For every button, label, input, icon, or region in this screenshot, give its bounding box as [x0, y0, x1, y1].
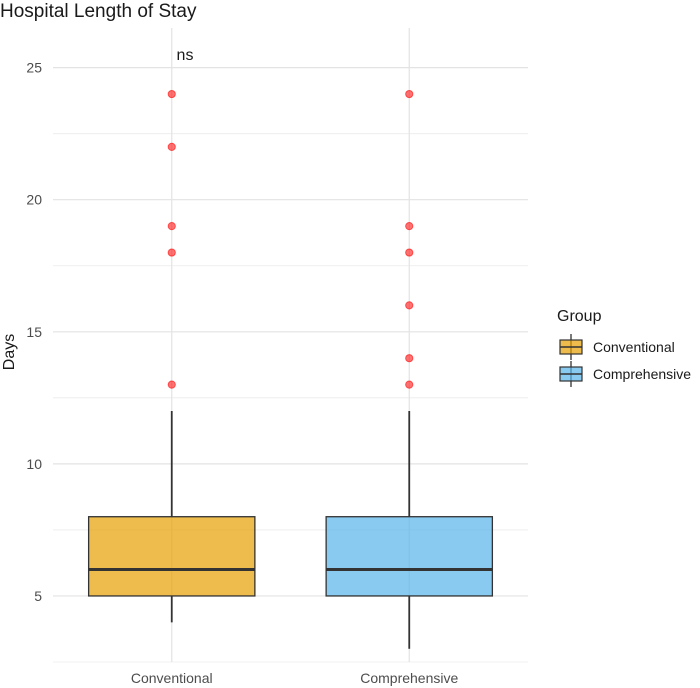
outlier-point — [167, 142, 176, 151]
significance-annotation: ns — [177, 47, 194, 64]
y-tick-label: 20 — [26, 192, 42, 208]
x-tick-label: Conventional — [131, 670, 213, 686]
outlier-point — [167, 380, 176, 389]
outlier-point — [405, 301, 414, 310]
outlier-point — [405, 380, 414, 389]
y-tick-label: 5 — [34, 588, 42, 604]
outlier-point — [405, 222, 414, 231]
legend-label: Conventional — [593, 339, 675, 355]
outlier-point — [405, 89, 414, 99]
box-group-comprehensive — [325, 89, 494, 649]
y-tick-label: 10 — [26, 456, 42, 472]
y-tick-label: 25 — [26, 60, 42, 76]
x-tick-label: Comprehensive — [360, 670, 458, 686]
box — [325, 516, 494, 597]
legend: Group Conventional Comprehensive — [557, 308, 691, 387]
boxes — [87, 89, 494, 649]
legend-label: Comprehensive — [593, 366, 691, 382]
box — [87, 516, 256, 597]
box-group-conventional — [87, 89, 256, 623]
outlier-point — [405, 354, 414, 363]
legend-item-comprehensive: Comprehensive — [559, 361, 691, 387]
outlier-point — [167, 89, 176, 99]
y-tick-label: 15 — [26, 324, 42, 340]
outlier-point — [167, 248, 176, 257]
axes: 5 10 15 20 25 Conventional Comprehensive — [26, 60, 458, 686]
outlier-point — [405, 248, 414, 257]
legend-item-conventional: Conventional — [559, 334, 675, 360]
legend-title: Group — [557, 308, 602, 325]
outlier-point — [167, 222, 176, 231]
y-axis-label: Days — [1, 334, 18, 370]
chart-title: Hospital Length of Stay — [0, 1, 197, 22]
